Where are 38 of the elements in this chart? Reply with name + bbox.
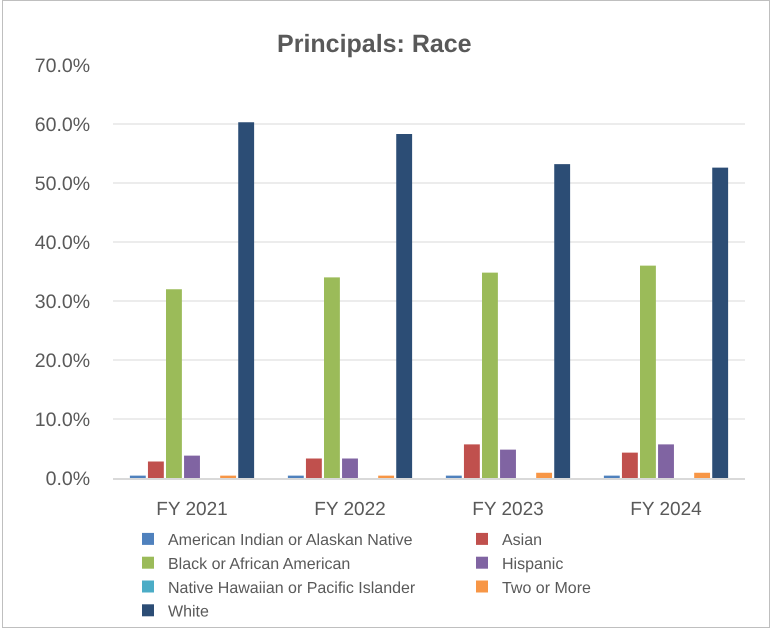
x-tick-label: FY 2023 — [472, 498, 544, 520]
bar — [536, 472, 552, 478]
bar — [184, 456, 200, 478]
y-tick-label: 30.0% — [34, 290, 90, 313]
y-tick-label: 20.0% — [34, 350, 90, 372]
bar — [500, 450, 516, 478]
bar — [306, 458, 322, 478]
bar — [640, 266, 656, 478]
bar — [694, 472, 710, 478]
bar — [464, 444, 480, 478]
bar — [324, 277, 340, 478]
bar — [342, 458, 358, 478]
legend-label: Black or African American — [168, 556, 350, 573]
y-tick-label: 70.0% — [34, 54, 90, 77]
legend-label: White — [168, 604, 209, 621]
bar — [712, 168, 728, 478]
y-tick-label: 0.0% — [46, 468, 90, 490]
y-tick-label: 10.0% — [34, 408, 90, 431]
bar — [166, 289, 182, 478]
chart-title: Principals: Race — [277, 30, 472, 58]
legend-label: Hispanic — [502, 556, 564, 573]
legend-label: Native Hawaiian or Pacific Islander — [168, 580, 416, 597]
legend-label: American Indian or Alaskan Native — [168, 532, 413, 550]
legend-label: Two or More — [502, 580, 592, 597]
x-tick-label: FY 2021 — [156, 498, 228, 520]
bar — [396, 134, 412, 478]
x-tick-label: FY 2022 — [314, 498, 386, 520]
bar — [482, 272, 498, 478]
x-tick-label: FY 2024 — [630, 498, 702, 520]
bar — [238, 122, 254, 478]
y-tick-label: 60.0% — [34, 114, 90, 136]
y-tick-label: 50.0% — [34, 172, 90, 195]
bar — [554, 164, 570, 478]
bar — [658, 444, 674, 478]
y-tick-label: 40.0% — [34, 232, 90, 254]
bar — [622, 452, 638, 478]
legend-label: Asian — [502, 532, 542, 550]
bar — [148, 461, 164, 478]
